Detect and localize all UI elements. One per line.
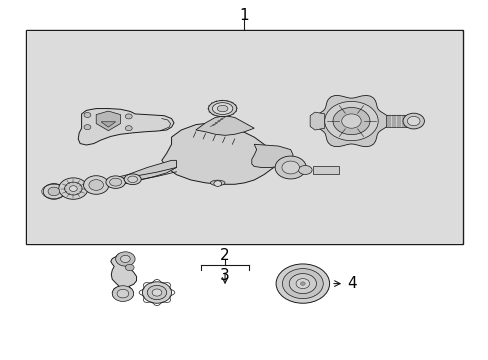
Circle shape: [117, 289, 128, 298]
Circle shape: [120, 255, 130, 262]
Circle shape: [69, 186, 77, 192]
Text: 4: 4: [347, 276, 356, 291]
Circle shape: [407, 116, 419, 126]
Circle shape: [324, 102, 377, 141]
Circle shape: [125, 264, 134, 271]
Ellipse shape: [217, 105, 227, 112]
Text: 3: 3: [220, 268, 229, 283]
Circle shape: [116, 252, 135, 266]
Circle shape: [295, 279, 309, 289]
Ellipse shape: [298, 166, 311, 175]
Polygon shape: [111, 253, 136, 300]
Circle shape: [125, 126, 132, 131]
Circle shape: [147, 285, 166, 300]
Polygon shape: [312, 95, 389, 147]
Circle shape: [276, 264, 329, 303]
Text: 1: 1: [239, 8, 249, 23]
Circle shape: [288, 274, 316, 294]
Polygon shape: [99, 160, 176, 186]
Polygon shape: [96, 111, 120, 131]
Circle shape: [300, 282, 305, 285]
Polygon shape: [251, 144, 292, 167]
Ellipse shape: [124, 174, 141, 185]
Circle shape: [84, 112, 91, 117]
Polygon shape: [162, 123, 278, 184]
Circle shape: [282, 161, 299, 174]
Polygon shape: [101, 122, 116, 127]
Circle shape: [48, 187, 60, 196]
Polygon shape: [196, 116, 254, 135]
Bar: [312, 166, 339, 174]
Text: 2: 2: [220, 248, 229, 263]
Circle shape: [332, 108, 369, 135]
Polygon shape: [309, 112, 324, 130]
Circle shape: [275, 156, 305, 179]
Circle shape: [213, 181, 221, 186]
Circle shape: [142, 282, 171, 303]
Circle shape: [152, 289, 162, 296]
Ellipse shape: [208, 100, 236, 117]
Circle shape: [89, 180, 103, 190]
Circle shape: [59, 178, 88, 199]
Bar: [386, 114, 409, 127]
Circle shape: [43, 184, 64, 199]
Ellipse shape: [210, 180, 224, 185]
Circle shape: [84, 125, 91, 130]
Ellipse shape: [106, 176, 125, 188]
Polygon shape: [78, 109, 174, 145]
Circle shape: [83, 176, 109, 194]
Ellipse shape: [127, 176, 137, 183]
Circle shape: [112, 286, 133, 301]
Circle shape: [282, 269, 323, 298]
Circle shape: [402, 113, 424, 129]
Bar: [27, 31, 461, 244]
Ellipse shape: [212, 103, 232, 114]
Ellipse shape: [109, 178, 122, 186]
Circle shape: [125, 114, 132, 119]
Circle shape: [341, 114, 361, 128]
Circle shape: [64, 182, 82, 195]
Bar: [26, 30, 462, 244]
